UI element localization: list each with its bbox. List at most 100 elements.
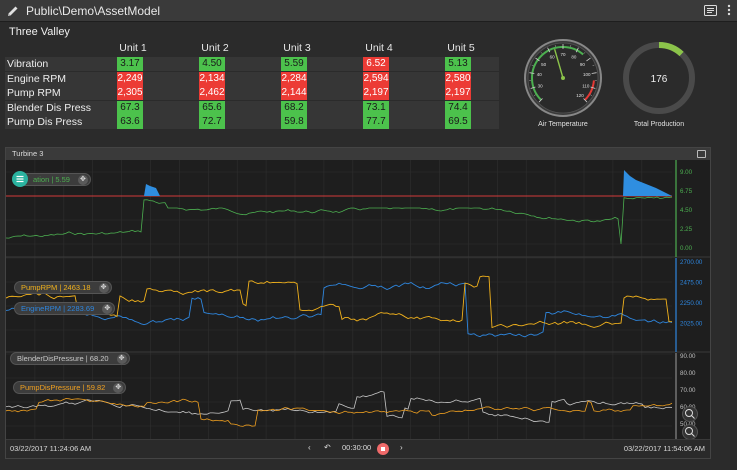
pen-label-pump-dis[interactable]: PumpDisPressure | 59.82 ✥	[13, 381, 127, 394]
value-cell[interactable]: 2,144	[281, 86, 307, 100]
value-cell[interactable]: 77.7	[363, 115, 389, 129]
start-time[interactable]: 03/22/2017 11:24:06 AM	[10, 444, 92, 453]
value-cell[interactable]: 2,580	[445, 71, 471, 86]
table-row: Pump RPM 2,305 2,462 2,144 2,197 2,197	[5, 86, 499, 100]
trend-plot[interactable]: 9.00 6.75 4.50 2.25 0.00 2700.00 2475.00 2250.0…	[6, 160, 710, 439]
value-cell[interactable]: 69.5	[445, 115, 471, 129]
display-path-title: Public\Demo\AssetModel	[26, 3, 161, 18]
pen-label-text: PumpRPM | 2463.18	[21, 283, 91, 292]
value-cell[interactable]: 5.13	[445, 57, 471, 71]
value-cell[interactable]: 59.8	[281, 115, 307, 129]
value-cell[interactable]: 2,594	[363, 71, 389, 86]
axis-tick-label: 9.00	[680, 169, 693, 176]
value-cell[interactable]: 2,284	[281, 71, 307, 86]
undo-icon[interactable]: ↶	[324, 443, 331, 452]
gauge-tick-label: 120	[576, 93, 584, 98]
row-label: Blender Dis Press	[7, 101, 92, 114]
value-cell[interactable]: 5.59	[281, 57, 307, 71]
axis-tick-label: 4.50	[680, 207, 693, 214]
gauge-tick-label: 100	[583, 72, 591, 77]
stop-icon[interactable]	[377, 443, 389, 455]
time-bar: 03/22/2017 11:24:06 AM ‹ ↶ 00:30:00 › 03…	[6, 439, 710, 458]
pen-label-vibration[interactable]: ation | 5.59 ✥	[12, 173, 91, 186]
value-cell[interactable]: 67.3	[117, 100, 143, 115]
air-temperature-gauge[interactable]: 30 40 50 60 70 80 90 100 110 120 Air Temperature	[518, 38, 608, 128]
axis-tick-label: 2025.00	[680, 321, 703, 328]
move-pen-icon[interactable]: ✥	[116, 354, 127, 364]
value-cell[interactable]: 2,197	[363, 86, 389, 100]
trend-options-button[interactable]	[697, 150, 706, 158]
column-header: Unit 2	[201, 42, 229, 54]
gauge-tick-label: 50	[541, 62, 547, 67]
table-row: Vibration 3.17 4.50 5.59 6.52 5.13	[5, 57, 499, 71]
table-row: Pump Dis Press 63.6 72.7 59.8 77.7 69.5	[5, 115, 499, 129]
value-cell[interactable]: 68.2	[281, 100, 307, 115]
pen-label-text: EngineRPM | 2283.69	[21, 304, 95, 313]
value-cell[interactable]: 6.52	[363, 57, 389, 71]
menu-icon[interactable]	[12, 171, 28, 187]
pen-label-engine-rpm[interactable]: EngineRPM | 2283.69 ✥	[14, 302, 116, 315]
gauge-tick-label: 80	[571, 55, 577, 60]
row-label: Pump Dis Press	[7, 116, 83, 128]
table-row: Engine RPM 2,249 2,134 2,284 2,594 2,580	[5, 71, 499, 86]
top-bar: Public\Demo\AssetModel	[0, 0, 737, 22]
end-time[interactable]: 03/22/2017 11:54:06 AM	[623, 444, 705, 453]
summary-panel: Three Valley Unit 1 Unit 2 Unit 3 Unit 4…	[5, 24, 507, 142]
value-cell[interactable]: 2,462	[199, 86, 225, 100]
value-cell[interactable]: 4.50	[199, 57, 225, 71]
pen-label-pump-rpm[interactable]: PumpRPM | 2463.18 ✥	[14, 281, 112, 294]
move-pen-icon[interactable]: ✥	[77, 175, 88, 185]
axis-tick-label: 6.75	[680, 188, 693, 195]
value-cell[interactable]: 2,249	[117, 71, 143, 86]
value-cell[interactable]: 63.6	[117, 115, 143, 129]
gauge-needle	[553, 48, 564, 79]
zoom-in-icon[interactable]	[682, 406, 698, 422]
value-cell[interactable]: 2,134	[199, 71, 225, 86]
duration[interactable]: 00:30:00	[342, 443, 372, 452]
move-pen-icon[interactable]: ✥	[113, 383, 124, 393]
row-label: Vibration	[7, 58, 49, 70]
value-cell[interactable]: 65.6	[199, 100, 225, 115]
pen-label-text: BlenderDisPressure | 68.20	[17, 354, 109, 363]
value-cell[interactable]: 2,197	[445, 86, 471, 100]
value-cell[interactable]: 2,305	[117, 86, 143, 100]
edit-icon[interactable]	[2, 5, 24, 17]
value-cell[interactable]: 3.17	[117, 57, 143, 71]
pen-label-blender[interactable]: BlenderDisPressure | 68.20 ✥	[10, 352, 130, 365]
axis-tick-label: 0.00	[680, 245, 693, 252]
gauge-tick-label: 60	[550, 55, 556, 60]
row-label: Engine RPM	[7, 72, 66, 85]
gauge-tick-label: 70	[560, 52, 566, 57]
column-header: Unit 3	[283, 42, 311, 54]
value-cell[interactable]: 74.4	[445, 100, 471, 115]
column-header: Unit 5	[447, 42, 475, 54]
value-cell[interactable]: 73.1	[363, 100, 389, 115]
gauge-caption: Total Production	[633, 121, 685, 128]
next-period-icon[interactable]: ›	[400, 443, 403, 452]
axis-tick-label: 80.00	[680, 370, 696, 377]
display-properties-icon[interactable]	[704, 3, 717, 21]
gauge-tick-label: 40	[537, 72, 543, 77]
previous-period-icon[interactable]: ‹	[308, 443, 311, 452]
pen-label-text: ation | 5.59	[33, 175, 70, 184]
axis-tick-label: 70.00	[680, 387, 696, 394]
row-label: Pump RPM	[7, 87, 61, 99]
value-cell[interactable]: 72.7	[199, 115, 225, 129]
axis-tick-label: 2.25	[680, 226, 693, 233]
production-value: 176	[651, 74, 668, 85]
move-pen-icon[interactable]: ✥	[102, 304, 113, 314]
more-options-icon[interactable]	[727, 3, 731, 21]
move-pen-icon[interactable]: ✥	[98, 283, 109, 293]
pen-label-text: PumpDisPressure | 59.82	[20, 383, 106, 392]
zoom-out-icon[interactable]	[682, 424, 698, 440]
column-header: Unit 1	[119, 42, 147, 54]
axis-tick-label: 2250.00	[680, 300, 703, 307]
table-header: Unit 1 Unit 2 Unit 3 Unit 4 Unit 5	[5, 42, 507, 54]
column-header: Unit 4	[365, 42, 393, 54]
gauge-tick-label: 90	[580, 62, 586, 67]
gauge-tick-label: 110	[582, 83, 590, 88]
trend-panel[interactable]: Turbine 3 9.00 6.75 4.50 2.25 0.00 2700.00 247…	[5, 147, 711, 459]
total-production-gauge[interactable]: 176 Total Production	[614, 38, 704, 128]
table-row: Blender Dis Press 67.3 65.6 68.2 73.1 74.4	[5, 100, 499, 115]
